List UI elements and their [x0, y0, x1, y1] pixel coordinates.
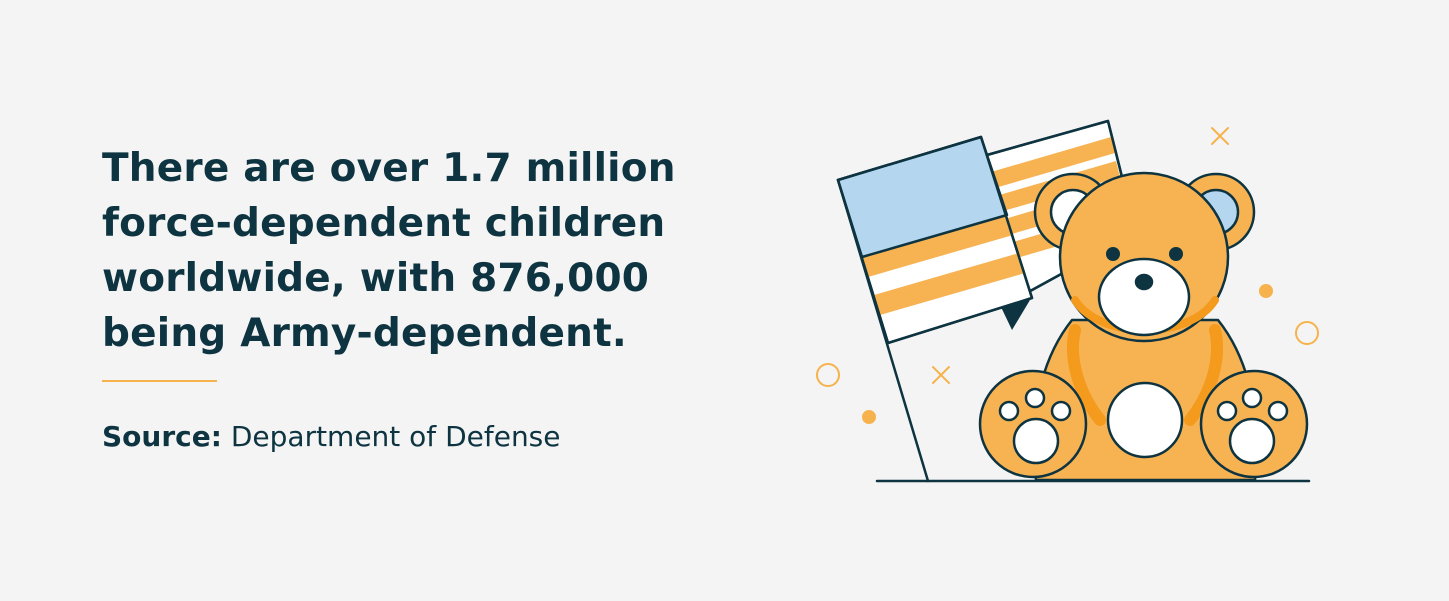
- source-value: Department of Defense: [230, 420, 561, 453]
- source-label: Source:: [102, 420, 222, 453]
- headline-line: force-dependent children: [102, 201, 666, 246]
- decor-x-icon: [1211, 127, 1229, 145]
- teddy-bear-flag-illustration: [816, 119, 1319, 483]
- decor-dot-icon: [862, 410, 876, 424]
- divider: [102, 380, 217, 382]
- decor-x-icon: [932, 366, 950, 384]
- source-citation: Source: Department of Defense: [102, 419, 561, 455]
- decor-dot-icon: [1259, 284, 1273, 298]
- headline: There are over 1.7 million force-depende…: [102, 141, 682, 361]
- headline-line: There are over 1.7 million: [102, 146, 676, 191]
- headline-line: worldwide, with 876,000: [102, 256, 650, 301]
- teddy-bear-icon: [978, 171, 1309, 482]
- decor-ring-icon: [816, 363, 840, 387]
- headline-line: being Army-dependent.: [102, 311, 627, 356]
- decor-ring-icon: [1295, 321, 1319, 345]
